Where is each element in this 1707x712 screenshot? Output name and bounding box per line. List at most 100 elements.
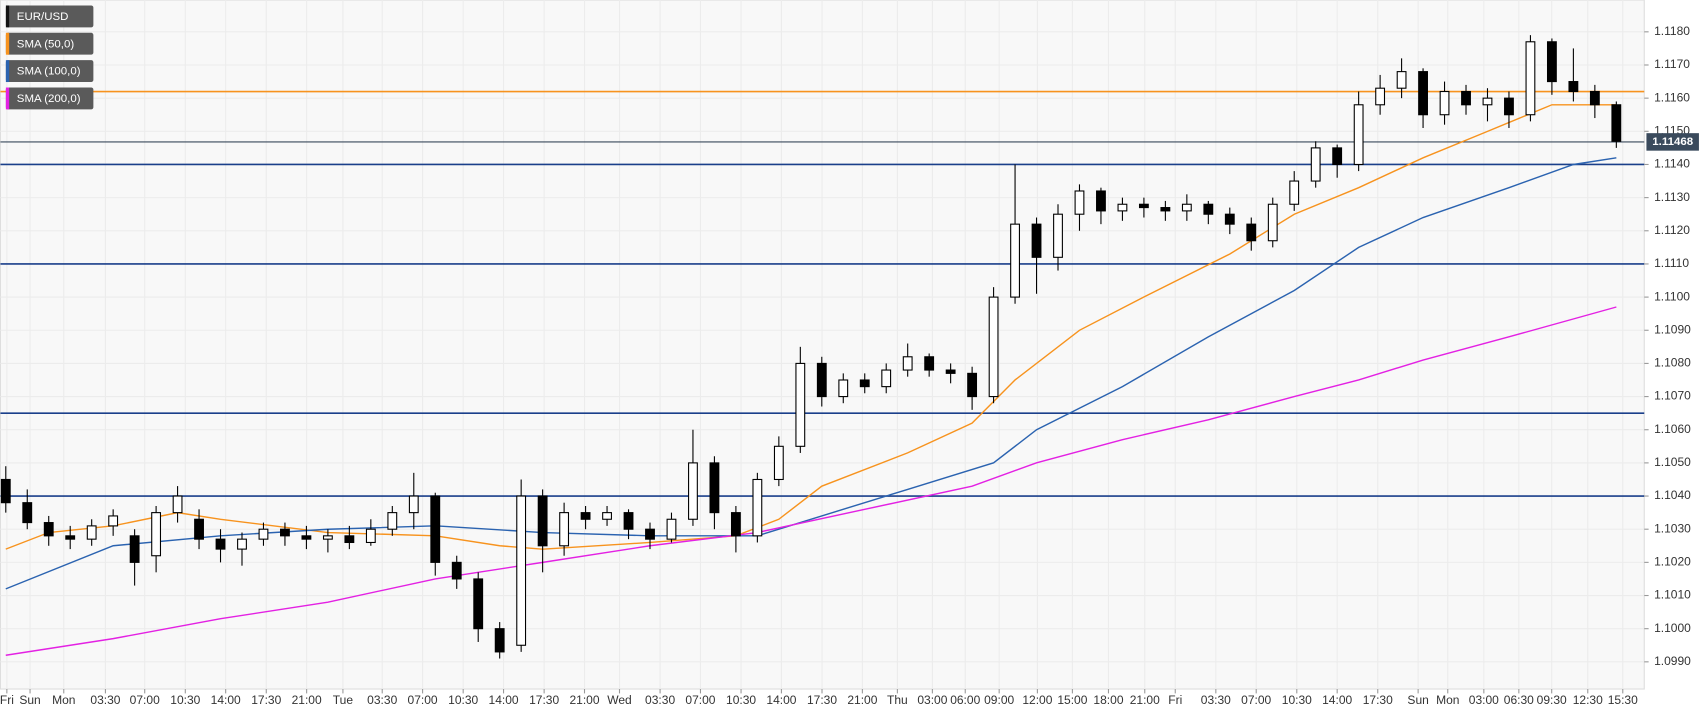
candle-body <box>258 528 269 540</box>
x-tick-label: Wed <box>607 693 632 707</box>
x-tick-label: Mon <box>1436 693 1459 707</box>
x-tick-label: 17:30 <box>1363 693 1393 707</box>
candle-body <box>215 538 226 550</box>
y-tick-label: 1.1140 <box>1654 157 1690 171</box>
legend-swatch <box>5 32 10 55</box>
x-tick-label: 15:00 <box>1057 693 1087 707</box>
x-tick-label: 12:00 <box>1022 693 1052 707</box>
legend-box[interactable] <box>5 60 94 83</box>
x-tick-label: 12:30 <box>1573 693 1603 707</box>
y-tick-label: 1.1110 <box>1654 256 1689 270</box>
candle-body <box>408 495 419 514</box>
candle-body <box>237 538 247 550</box>
candle-body <box>473 578 484 630</box>
y-tick-label: 1.1090 <box>1654 322 1691 336</box>
candle-body <box>967 372 978 398</box>
candle-body <box>108 515 119 527</box>
legend-box[interactable] <box>5 5 94 28</box>
legend-box[interactable] <box>5 87 94 110</box>
legend-box[interactable] <box>5 32 94 55</box>
candle-body <box>1138 203 1149 209</box>
candle-body <box>881 369 892 388</box>
candle-body <box>1439 90 1450 116</box>
candle-body <box>1611 104 1622 142</box>
x-tick-label: 21:00 <box>292 693 322 707</box>
sma-line <box>5 104 1617 550</box>
legend-swatch <box>5 5 10 28</box>
x-tick-label: 07:00 <box>408 693 438 707</box>
y-tick-label: 1.1100 <box>1654 289 1690 303</box>
x-tick-label: 14:00 <box>1322 693 1352 707</box>
legend-swatch <box>5 60 10 83</box>
x-tick-label: 17:30 <box>529 693 559 707</box>
candle-body <box>1010 223 1020 298</box>
candle-body <box>1504 97 1514 116</box>
candle-body <box>1053 213 1063 258</box>
legend-label: SMA (100,0) <box>17 66 81 78</box>
candle-body <box>22 502 33 524</box>
candle-body <box>838 379 849 398</box>
y-tick-label: 1.1010 <box>1654 588 1691 602</box>
candle-body <box>1375 87 1386 106</box>
x-tick-label: 18:00 <box>1093 693 1123 707</box>
candle-body <box>1546 41 1557 83</box>
x-tick-label: 10:30 <box>170 693 200 707</box>
x-tick-label: 06:30 <box>1504 693 1534 707</box>
candle-body <box>1482 97 1493 106</box>
x-tick-label: 09:00 <box>984 693 1014 707</box>
candle-body <box>1267 203 1278 242</box>
candle-body <box>945 369 956 374</box>
y-tick-label: 1.1040 <box>1654 488 1691 502</box>
x-tick-label: Sun <box>1407 693 1428 707</box>
candle-body <box>86 525 97 540</box>
candle-body <box>1396 71 1407 89</box>
candle-body <box>1031 223 1042 258</box>
x-tick-label: Tue <box>333 693 354 707</box>
legend-label: EUR/USD <box>17 11 69 23</box>
candle-body <box>1418 71 1428 116</box>
candle-body <box>1160 207 1171 212</box>
legend-label: SMA (200,0) <box>17 93 81 105</box>
last-price-label: 1.11468 <box>1652 136 1693 148</box>
candle-body <box>172 495 183 514</box>
x-tick-label: 17:30 <box>807 693 837 707</box>
candle-body <box>1074 190 1085 215</box>
x-tick-label: 07:00 <box>685 693 715 707</box>
candle-body <box>280 528 290 537</box>
candle-body <box>151 512 162 557</box>
x-tick-label: 03:30 <box>90 693 120 707</box>
candle-body <box>43 522 54 537</box>
y-tick-label: 1.1030 <box>1654 521 1691 535</box>
candle-body <box>623 512 634 530</box>
candle-body <box>65 535 76 540</box>
x-tick-label: 03:30 <box>645 693 675 707</box>
y-tick-label: 1.0990 <box>1654 654 1691 668</box>
y-tick-label: 1.1170 <box>1654 57 1690 71</box>
x-tick-label: Fri <box>1168 693 1182 707</box>
candle-body <box>1353 104 1364 166</box>
candle-body <box>730 512 741 537</box>
x-tick-label: 10:30 <box>448 693 478 707</box>
y-tick-label: 1.1120 <box>1654 223 1690 237</box>
x-tick-label: 07:00 <box>1241 693 1271 707</box>
candle-body <box>1589 90 1600 106</box>
candle-body <box>709 462 720 514</box>
x-tick-label: Mon <box>52 693 75 707</box>
x-tick-label: 06:00 <box>950 693 980 707</box>
candle-body <box>1525 41 1536 116</box>
candle-body <box>859 379 870 388</box>
y-tick-label: 1.1070 <box>1654 389 1691 403</box>
x-tick-label: 10:30 <box>1282 693 1312 707</box>
y-tick-label: 1.1180 <box>1654 24 1690 38</box>
x-tick-label: 14:00 <box>489 693 519 707</box>
candle-body <box>1289 180 1300 205</box>
y-tick-label: 1.1080 <box>1654 356 1691 370</box>
sma-line <box>5 157 1617 590</box>
x-tick-label: 10:30 <box>726 693 756 707</box>
x-tick-label: 03:00 <box>917 693 947 707</box>
legend-label: SMA (50,0) <box>17 38 75 50</box>
candle-body <box>1224 213 1235 225</box>
candle-body <box>344 535 355 544</box>
candle-body <box>645 528 655 540</box>
